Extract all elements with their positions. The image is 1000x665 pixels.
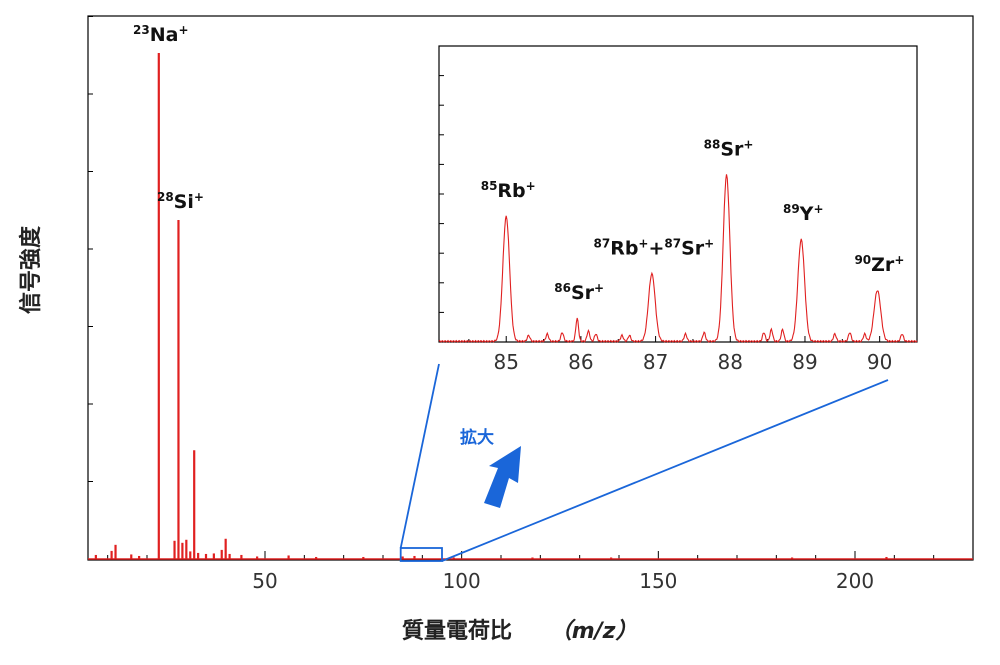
inset-peak-label-ion: Zr: [871, 254, 895, 276]
main-peak-label-mass: 28: [157, 190, 174, 204]
inset-x-tick-label: 88: [718, 350, 743, 374]
inset-plot-frame: [438, 45, 918, 343]
x-axis-title-unit: （m/z）: [550, 618, 638, 644]
inset-x-tick-label: 85: [493, 350, 518, 374]
zoom-arrow-icon: [484, 446, 521, 508]
zoom-region-box: [399, 547, 443, 562]
inset-peak-label-ion: Y: [799, 203, 814, 225]
main-y-ticks: [88, 16, 93, 482]
inset-peak-label-charge: +: [594, 281, 604, 295]
inset-peak-label: 90Zr+: [854, 253, 904, 276]
inset-peak-label: 87Rb++87Sr+: [593, 237, 714, 260]
inset-peak-label-ion: Sr: [571, 282, 595, 304]
zoom-indicator: 拡大: [399, 363, 889, 562]
inset-peak-label-mass: 86: [554, 281, 571, 295]
inset-peak-label-charge: +: [813, 202, 823, 216]
inset-peak-label-charge: +: [743, 138, 753, 152]
x-axis-title-main: 質量電荷比: [402, 619, 512, 644]
inset-peak-label-ion2: Sr: [681, 238, 705, 260]
inset-peak-label-ion: Sr: [720, 139, 744, 161]
main-x-tick-label: 150: [639, 569, 677, 593]
main-peak-labels: 23Na+28Si+: [133, 23, 204, 213]
inset-peak-label-charge: +: [526, 179, 536, 193]
inset-peak-labels: 85Rb+86Sr+87Rb++87Sr+88Sr+89Y+90Zr+: [481, 138, 905, 304]
inset-plot: 85 86 87 88 89 90 85Rb+86Sr+87Rb++87Sr+88Sr+8…: [438, 45, 918, 374]
inset-peak-label: 85Rb+: [481, 179, 536, 202]
inset-peak-label-mass: 85: [481, 179, 498, 193]
inset-peak-label-ion: Rb: [497, 180, 525, 202]
zoom-label: 拡大: [460, 427, 494, 448]
inset-peak-label: 89Y+: [783, 202, 824, 225]
inset-x-tick-label: 90: [867, 350, 892, 374]
main-x-tick-label: 200: [836, 569, 874, 593]
main-peak-label-ion: Si: [174, 191, 194, 213]
zoom-connector-left: [399, 363, 440, 549]
inset-peak-label-mass2: 87: [664, 237, 681, 251]
inset-x-tick-label: 87: [643, 350, 668, 374]
inset-peak-label: 88Sr+: [704, 138, 754, 161]
main-x-tick-label: 50: [252, 569, 277, 593]
inset-trace: [438, 174, 918, 343]
main-peak-label: 28Si+: [157, 190, 204, 213]
x-axis-title: 質量電荷比 （m/z）: [402, 618, 637, 644]
inset-peak-label-ion: Rb: [610, 238, 638, 260]
main-peak-label-ion: Na: [150, 24, 179, 46]
inset-peak-label-plus: +: [648, 238, 664, 260]
inset-peak-label-charge2: +: [704, 237, 714, 251]
main-peak-label-charge: +: [194, 190, 204, 204]
inset-peak-label: 86Sr+: [554, 281, 604, 304]
inset-peak-label-mass: 89: [783, 202, 800, 216]
zoom-connector-right: [441, 379, 889, 562]
inset-x-tick-label: 89: [792, 350, 817, 374]
main-peak-label: 23Na+: [133, 23, 189, 46]
inset-peak-label-charge: +: [894, 253, 904, 267]
inset-peak-label-mass: 88: [704, 138, 721, 152]
main-peak-label-mass: 23: [133, 23, 150, 37]
main-peak-label-charge: +: [178, 23, 188, 37]
y-axis-title: 信号強度: [18, 225, 44, 314]
inset-x-tick-label: 86: [568, 350, 593, 374]
inset-peak-label-charge: +: [638, 237, 648, 251]
inset-x-ticks: 85 86 87 88 89 90: [468, 336, 918, 374]
inset-y-ticks: [439, 75, 444, 313]
inset-peak-label-mass: 87: [593, 237, 610, 251]
inset-peak-label-mass: 90: [854, 253, 871, 267]
main-x-tick-label: 100: [443, 569, 481, 593]
